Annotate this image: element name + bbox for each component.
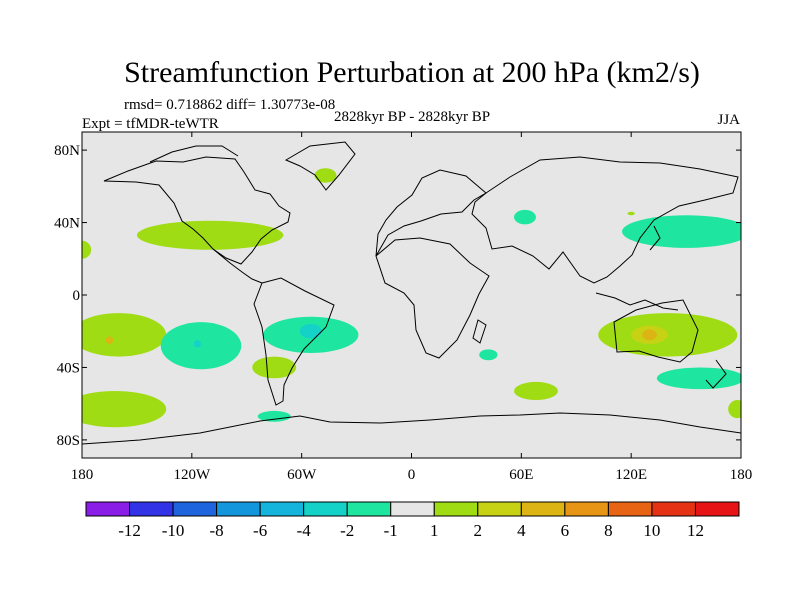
coastline-europe	[375, 169, 487, 257]
colorbar-swatch-11	[564, 501, 609, 517]
colorbar-label-11: 8	[604, 521, 613, 540]
colorbar-swatch-8	[433, 501, 479, 517]
colorbar-label-3: -6	[253, 521, 267, 540]
region-southeast-pacific-core	[193, 340, 201, 348]
region-south-america-core	[299, 323, 322, 339]
colorbar-label-1: -10	[162, 521, 185, 540]
coastline-central-america	[212, 248, 263, 284]
colorbar-swatch-10	[520, 501, 566, 517]
coastline-south-america	[253, 277, 335, 406]
x-tick-label-5: 120E	[615, 467, 647, 483]
coastline-greenland	[284, 141, 356, 191]
coastline-indonesia	[595, 292, 679, 311]
coastline-new-zealand	[705, 359, 727, 389]
y-tick-label-4: 80S	[57, 433, 80, 449]
region-south-pacific-west	[82, 313, 167, 357]
experiment-label: Expt = tfMDR-teWTR	[82, 116, 219, 132]
period-label: 2828kyr BP - 2828kyr BP	[334, 109, 490, 125]
colorbar-swatch-13	[651, 501, 696, 517]
region-south-pacific-far-west	[82, 390, 167, 428]
x-tick-label-1: 120W	[173, 467, 211, 483]
colorbar-swatch-0	[85, 501, 131, 517]
x-tick-label-4: 60E	[509, 467, 533, 483]
colorbar-swatch-4	[259, 501, 305, 517]
region-southern-ocean-indian	[514, 381, 558, 401]
coastline-africa	[375, 237, 490, 359]
coastline-asia	[471, 156, 739, 284]
coastline-antarctica	[82, 412, 741, 445]
x-tick-label-6: 180	[730, 467, 753, 483]
colorbar-label-8: 2	[474, 521, 483, 540]
stats-text: rmsd= 0.718862 diff= 1.30773e-08	[124, 97, 335, 113]
colorbar-label-0: -12	[118, 521, 141, 540]
x-tick-label-3: 0	[408, 467, 416, 483]
region-south-indian-small	[479, 349, 498, 361]
region-caspian	[514, 209, 536, 225]
y-axis: 80N 40N 0 40S 80S	[54, 143, 741, 449]
coastline-madagascar	[472, 319, 487, 344]
colorbar-swatch-12	[607, 501, 653, 517]
y-tick-label-0: 80N	[54, 143, 80, 159]
region-south-pacific-west-core	[105, 336, 114, 344]
colorbar-swatch-14	[694, 501, 740, 517]
season-label: JJA	[717, 112, 740, 128]
colorbar: -12 -10 -8 -6 -4 -2 -1 1 2 4 6 8 10 12	[85, 501, 740, 540]
x-tick-label-0: 180	[71, 467, 94, 483]
region-north-pacific	[622, 215, 741, 248]
colorbar-swatch-2	[172, 501, 218, 517]
region-arctic-north-atlantic	[314, 168, 337, 183]
x-axis: 180 120W 60W 0 60E 120E 180	[71, 132, 753, 483]
colorbar-label-5: -2	[340, 521, 354, 540]
y-tick-label-2: 0	[73, 288, 81, 304]
colorbar-label-12: 10	[643, 521, 660, 540]
coastline-arctic-islands	[149, 145, 239, 163]
region-australia-inner	[642, 329, 657, 341]
region-drake-passage	[257, 410, 291, 422]
region-southwest-pacific	[656, 367, 741, 390]
colorbar-swatch-7	[390, 501, 435, 517]
colorbar-label-10: 6	[561, 521, 570, 540]
colorbar-label-13: 12	[687, 521, 704, 540]
region-asia-small	[627, 211, 635, 216]
colorbar-swatch-5	[303, 501, 348, 517]
colorbar-swatch-3	[216, 501, 261, 517]
plot-background	[82, 132, 741, 458]
coastline-north-america	[103, 156, 291, 265]
colorbar-label-6: -1	[384, 521, 398, 540]
colorbar-swatch-9	[477, 501, 522, 517]
x-tick-label-2: 60W	[287, 467, 317, 483]
region-south-pacific-east	[252, 356, 297, 379]
colorbar-label-9: 4	[517, 521, 526, 540]
coastline-japan	[649, 225, 661, 251]
y-tick-label-1: 40N	[54, 216, 80, 232]
coastlines	[82, 141, 741, 445]
colorbar-label-2: -8	[210, 521, 224, 540]
chart-title: Streamfunction Perturbation at 200 hPa (…	[124, 56, 700, 89]
y-tick-label-3: 40S	[57, 360, 80, 376]
region-southwest-pacific-far	[728, 400, 741, 419]
colorbar-swatch-6	[346, 501, 392, 517]
colorbar-label-4: -4	[297, 521, 312, 540]
region-southeast-pacific	[160, 322, 242, 370]
coastline-australia	[613, 299, 699, 363]
colorbar-swatch-1	[129, 501, 174, 517]
region-north-atlantic-pacific-band	[136, 220, 284, 250]
colorbar-label-7: 1	[430, 521, 439, 540]
region-east-pacific-edge	[82, 240, 92, 259]
